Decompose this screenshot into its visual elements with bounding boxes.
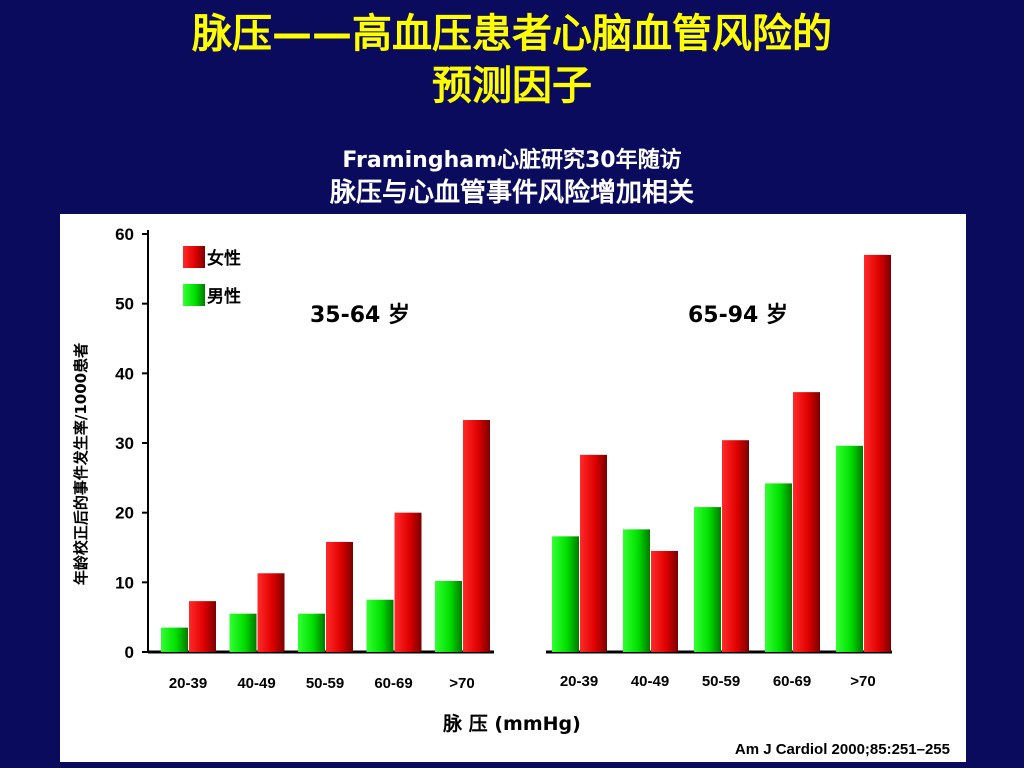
y-tick-label: 0 <box>125 643 134 662</box>
male-bar <box>229 613 257 652</box>
bar-chart: 0 10 20 30 40 50 60 年龄校正后的事件发生率/1000患者 35-64 岁 20… <box>72 225 950 758</box>
male-bar <box>694 507 721 652</box>
female-bar <box>651 550 678 652</box>
slide-title: 脉压——高血压患者心脑血管风险的 预测因子 <box>0 8 1024 112</box>
male-bar <box>366 599 394 652</box>
title-line-1: 脉压——高血压患者心脑血管风险的 <box>192 11 832 57</box>
female-bar <box>793 392 820 652</box>
y-tick-label: 30 <box>115 434 134 453</box>
x-tick-label: 20-39 <box>560 673 598 690</box>
legend-label-male: 男性 <box>207 286 241 307</box>
female-bar <box>394 512 422 652</box>
title-line-2: 预测因子 <box>432 63 592 109</box>
female-bar <box>326 541 353 652</box>
female-bar <box>722 440 749 652</box>
female-bar <box>864 254 891 652</box>
citation: Am J Cardiol 2000;85:251–255 <box>735 741 950 758</box>
female-bar <box>189 601 216 652</box>
chart-panel: 0 10 20 30 40 50 60 年龄校正后的事件发生率/1000患者 35-64 岁 20… <box>60 214 966 762</box>
x-tick-label: 20-39 <box>169 675 207 692</box>
male-bar <box>836 445 863 652</box>
x-tick-label: 40-49 <box>631 673 669 690</box>
y-tick-label: 20 <box>115 504 134 523</box>
x-tick-label: >70 <box>850 673 875 690</box>
male-bar <box>552 536 579 652</box>
female-bar <box>580 454 607 652</box>
male-bar <box>298 613 325 652</box>
female-bar <box>257 573 285 652</box>
male-bar <box>435 580 462 652</box>
y-tick-label: 40 <box>115 364 134 383</box>
subtitle-line-2: 脉压与心血管事件风险增加相关 <box>329 178 694 208</box>
x-tick-label: >70 <box>449 675 474 692</box>
male-bar <box>161 627 188 652</box>
legend-label-female: 女性 <box>207 248 241 269</box>
y-tick-label: 10 <box>115 573 134 592</box>
x-tick-label: 60-69 <box>374 675 412 692</box>
male-bar <box>623 529 650 652</box>
y-tick-label: 60 <box>115 225 134 244</box>
x-tick-label: 40-49 <box>237 675 275 692</box>
age-group-label: 65-94 岁 <box>688 302 788 328</box>
age-group-label: 35-64 岁 <box>310 302 410 328</box>
y-axis-title: 年龄校正后的事件发生率/1000患者 <box>72 343 90 585</box>
x-tick-label: 50-59 <box>306 675 344 692</box>
legend-swatch-female <box>183 246 205 268</box>
male-bar <box>765 483 792 652</box>
legend-swatch-male <box>183 284 205 306</box>
y-tick-label: 50 <box>115 295 134 314</box>
x-tick-label: 60-69 <box>773 673 811 690</box>
subtitle-line-1: Framingham心脏研究30年随访 <box>342 148 682 173</box>
x-tick-label: 50-59 <box>702 673 740 690</box>
female-bar <box>463 420 490 652</box>
x-axis-title: 脉 压 (mmHg) <box>442 712 581 735</box>
